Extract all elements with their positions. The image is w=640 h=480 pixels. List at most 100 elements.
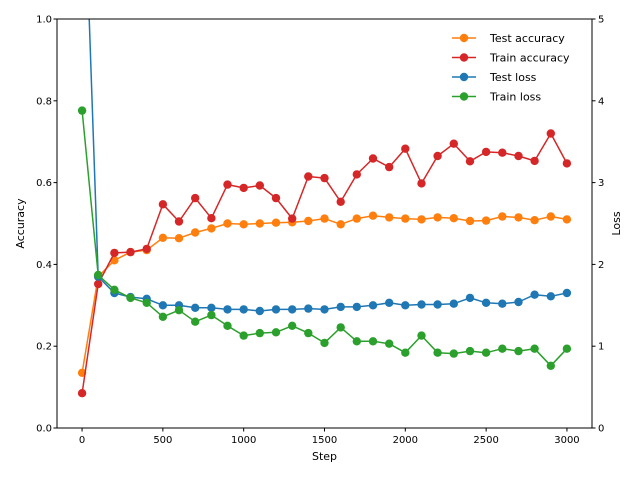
legend-label: Train accuracy <box>489 52 570 65</box>
data-point <box>352 302 361 312</box>
data-point <box>481 216 491 225</box>
data-point <box>417 215 426 224</box>
x-tick-label: 2000 <box>393 435 418 446</box>
data-point <box>174 217 184 226</box>
data-point <box>417 331 426 340</box>
data-point <box>562 215 572 224</box>
data-point <box>352 170 361 179</box>
legend-item: Train accuracy <box>452 52 570 65</box>
plot-area <box>57 19 592 428</box>
data-point <box>433 151 442 161</box>
data-point <box>191 228 200 237</box>
y-axis-label-left: Accuracy <box>14 198 27 249</box>
data-point <box>320 305 329 314</box>
data-point <box>433 213 442 222</box>
data-point <box>352 337 361 346</box>
data-point <box>562 344 572 353</box>
legend-swatch-marker <box>459 72 469 82</box>
data-point <box>368 211 378 220</box>
data-point <box>417 300 426 309</box>
data-point <box>142 244 151 254</box>
data-point <box>546 361 555 370</box>
data-point <box>498 148 507 157</box>
data-point <box>174 306 184 315</box>
data-point <box>126 293 135 303</box>
data-point <box>94 270 103 280</box>
data-point <box>304 172 313 181</box>
data-point <box>320 214 329 223</box>
data-point <box>401 348 410 357</box>
y-tick-label-right: 1 <box>598 342 604 353</box>
data-point <box>546 292 555 301</box>
data-point <box>514 346 523 356</box>
data-point <box>239 183 248 193</box>
data-point <box>530 156 539 166</box>
data-point <box>223 321 232 330</box>
data-point <box>94 279 103 289</box>
data-point <box>481 348 491 357</box>
data-point <box>320 338 329 348</box>
data-point <box>288 305 297 314</box>
data-point <box>401 301 410 310</box>
legend-label: Train loss <box>489 91 541 104</box>
series-1 <box>77 129 572 398</box>
data-point <box>336 197 345 206</box>
data-point <box>385 213 394 222</box>
data-point <box>223 219 232 228</box>
data-point <box>191 193 200 203</box>
data-point <box>158 200 168 209</box>
data-point <box>530 344 539 353</box>
data-point <box>288 214 297 223</box>
data-point <box>110 285 119 294</box>
data-point <box>239 220 248 229</box>
data-point <box>465 157 475 166</box>
data-point <box>255 219 264 228</box>
data-point <box>304 216 313 226</box>
data-point <box>158 301 168 310</box>
data-point <box>514 213 523 222</box>
data-point <box>449 299 458 308</box>
data-point <box>207 224 216 233</box>
data-point <box>530 290 539 299</box>
legend-item: Train loss <box>452 91 541 104</box>
data-point <box>336 323 345 332</box>
data-point <box>498 212 507 221</box>
data-point <box>449 349 458 358</box>
data-point <box>449 214 458 223</box>
data-point <box>546 129 555 138</box>
y-tick-label-left: 1.0 <box>36 15 52 26</box>
data-point <box>401 144 410 153</box>
legend-label: Test accuracy <box>489 32 565 45</box>
legend-swatch-marker <box>459 92 469 101</box>
data-point <box>223 180 232 189</box>
axes-layer: 0 500 1000 1500 2000 2500 3000 0.0 0.2 0.4 0.6 0.8 1… <box>36 15 604 447</box>
data-point <box>546 212 555 221</box>
data-point <box>514 151 523 161</box>
legend-swatch-marker <box>459 53 469 62</box>
data-point <box>110 248 119 258</box>
data-point <box>368 301 378 310</box>
data-point <box>174 234 184 243</box>
data-point <box>385 298 394 307</box>
data-point <box>352 214 361 223</box>
data-point <box>207 214 216 223</box>
data-point <box>255 328 264 338</box>
data-point <box>223 305 232 314</box>
data-point <box>304 304 313 313</box>
data-point <box>498 299 507 308</box>
data-point <box>271 193 281 203</box>
data-point <box>385 339 394 348</box>
data-point <box>465 293 475 303</box>
data-point <box>191 317 200 326</box>
y-tick-label-left: 0.2 <box>36 342 52 353</box>
x-tick-label: 500 <box>153 435 172 446</box>
data-point <box>433 348 442 357</box>
data-point <box>207 310 216 320</box>
data-point <box>142 298 151 307</box>
legend-item: Test loss <box>452 71 537 84</box>
x-tick-label: 1500 <box>312 435 337 446</box>
y-tick-label-left: 0.0 <box>36 424 52 435</box>
data-point <box>481 298 491 307</box>
data-point <box>158 312 168 321</box>
